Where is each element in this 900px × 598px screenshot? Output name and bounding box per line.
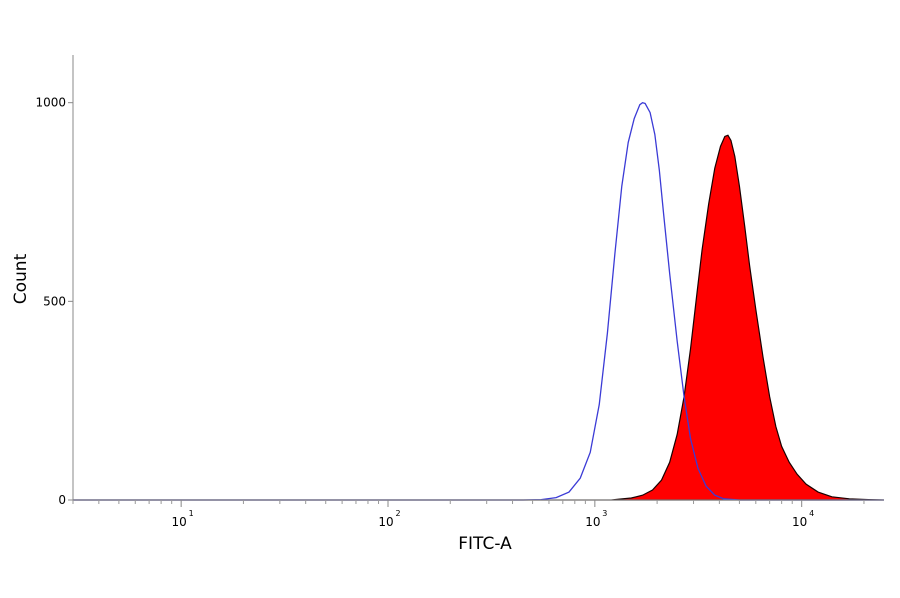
- axes-layer: [72, 55, 884, 501]
- x-tick-label-0: 10: [172, 515, 187, 529]
- series-outline-histogram: [73, 101, 884, 501]
- x-tick-exponent-2: 3: [602, 509, 607, 518]
- y-tick-label-2: 1000: [35, 96, 66, 110]
- x-tick-label-1: 10: [378, 515, 393, 529]
- x-tick-exponent-1: 2: [395, 509, 400, 518]
- x-tick-exponent-0: 1: [189, 509, 194, 518]
- x-tick-label-2: 10: [585, 515, 600, 529]
- y-tick-label-0: 0: [58, 493, 66, 507]
- ticks-layer: 10110210310410505001000: [35, 96, 865, 529]
- y-tick-label-1: 500: [43, 294, 66, 308]
- y-axis-title: Count: [11, 253, 31, 304]
- x-axis-title: FITC-A: [458, 534, 512, 554]
- series-filled-histogram: [73, 134, 885, 501]
- x-tick-label-3: 10: [792, 515, 807, 529]
- x-tick-exponent-3: 4: [809, 509, 814, 518]
- series-layer: [73, 101, 885, 501]
